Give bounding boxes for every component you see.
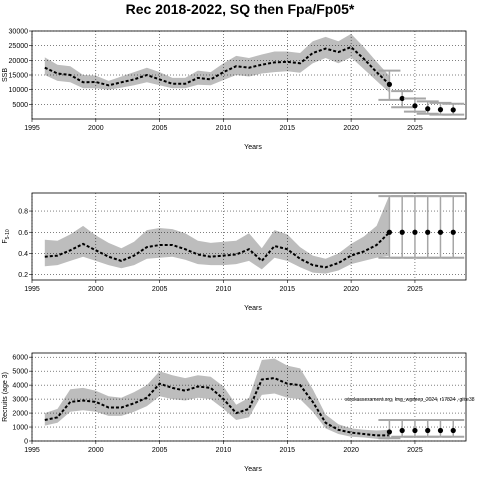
fbar-panel: 1995 2000 2005 2010 2015 2020 2025 0.2 0.4 0.6 0.8… [2, 192, 467, 312]
fbar-projection-point [437, 229, 444, 235]
ssb-y-tick-label: 25000 [9, 43, 29, 50]
fbar-x-tick-label: 2005 [152, 286, 168, 293]
recruits-projection-point [386, 429, 393, 435]
recruits-x-tick-label: 2020 [343, 447, 359, 454]
ssb-projection-point [450, 107, 456, 113]
chart-title: Rec 2018-2022, SQ then Fpa/Fp05* [126, 1, 355, 17]
fbar-projection-point [399, 229, 405, 235]
fbar-projection-point [425, 229, 431, 235]
recruits-x-axis-label: Years [244, 466, 262, 473]
fbar-y-axis-label: F5-10 [2, 229, 11, 244]
recruits-y-tick-label: 2000 [12, 411, 28, 418]
fbar-x-axis-label: Years [244, 305, 262, 312]
ssb-y-axis-label: SSB [2, 68, 9, 82]
fbar-estimate-line [44, 231, 391, 269]
ssb-x-tick-label: 2000 [88, 125, 104, 132]
ssb-y-tick-label: 5000 [12, 102, 28, 109]
recruits-y-tick-label: 6000 [12, 355, 28, 362]
fbar-x-tick-label: 2010 [216, 286, 232, 293]
ssb-projection-point [412, 103, 418, 109]
ssb-estimate-line [44, 45, 391, 87]
fbar-confidence-band [44, 195, 390, 274]
ssb-projection-point [399, 95, 405, 102]
recruits-estimate-line [44, 377, 390, 437]
fbar-plot-frame [31, 192, 467, 281]
fbar-projection-point [450, 229, 456, 235]
recruits-projection-point [425, 427, 431, 434]
recruits-x-tick-label: 2025 [407, 447, 423, 454]
ssb-panel: 1995 2000 2005 2010 2015 2020 2025 5000 10000 150… [2, 29, 467, 151]
ssb-projection-point [386, 81, 393, 87]
recruits-x-tick-label: 2005 [152, 447, 168, 454]
recruits-x-tick-label: 1995 [24, 447, 40, 454]
fbar-x-tick-label: 2025 [407, 286, 423, 293]
fbar-y-tick-label: 0.4 [18, 251, 28, 258]
recruits-y-axis-label: Recruits (age 3) [2, 372, 9, 422]
ssb-projection-point [437, 107, 444, 113]
recruits-x-tick-label: 2000 [88, 447, 104, 454]
recruits-x-tick-label: 2010 [216, 447, 232, 454]
recruits-confidence-band [44, 358, 390, 440]
ssb-x-tick-label: 2020 [343, 125, 359, 132]
fbar-x-tick-label: 1995 [24, 286, 40, 293]
ssb-y-tick-label: 15000 [9, 73, 29, 80]
ssb-y-tick-label: 10000 [9, 87, 29, 94]
ssb-projection-point [425, 106, 431, 112]
recruits-projection-point [412, 427, 418, 434]
fbar-y-tick-label: 0.6 [18, 230, 28, 237]
ssb-confidence-band [44, 33, 390, 93]
fbar-y-tick-label: 0.2 [18, 272, 28, 279]
fbar-x-tick-label: 2000 [88, 286, 104, 293]
recruits-y-tick-label: 0 [24, 439, 28, 446]
ssb-x-tick-label: 2015 [280, 125, 296, 132]
recruits-panel: 1995 2000 2005 2010 2015 2020 2025 0 1000 2000 300… [2, 352, 467, 473]
recruits-y-tick-label: 4000 [12, 383, 28, 390]
fbar-x-tick-label: 2020 [343, 286, 359, 293]
recruits-x-tick-label: 2015 [280, 447, 296, 454]
ssb-x-tick-label: 2010 [216, 125, 232, 132]
recruits-projection-point [437, 427, 444, 434]
ssb-y-tick-label: 30000 [9, 29, 29, 36]
ssb-x-axis-label: Years [244, 144, 262, 151]
fbar-y-tick-label: 0.8 [18, 209, 28, 216]
recruits-y-tick-label: 1000 [12, 425, 28, 432]
ssb-y-tick-label: 20000 [9, 58, 29, 65]
ssb-x-tick-label: 2025 [407, 125, 423, 132]
annotation-text: stockassessment.org, lmg_wgdeep_2024, r1… [345, 397, 475, 403]
ssb-x-tick-label: 1995 [24, 125, 40, 132]
recruits-projection-point [450, 427, 456, 434]
fbar-projection-point [412, 229, 418, 235]
ssb-x-tick-label: 2005 [152, 125, 168, 132]
fbar-x-tick-label: 2015 [280, 286, 296, 293]
panels: 1995 2000 2005 2010 2015 2020 2025500010000150… [2, 29, 467, 473]
recruits-y-tick-label: 5000 [12, 369, 28, 376]
recruits-projection-point [399, 427, 405, 434]
fbar-projection-point [386, 229, 393, 235]
recruits-y-tick-label: 3000 [12, 397, 28, 404]
recruits-plot-frame [31, 352, 467, 442]
